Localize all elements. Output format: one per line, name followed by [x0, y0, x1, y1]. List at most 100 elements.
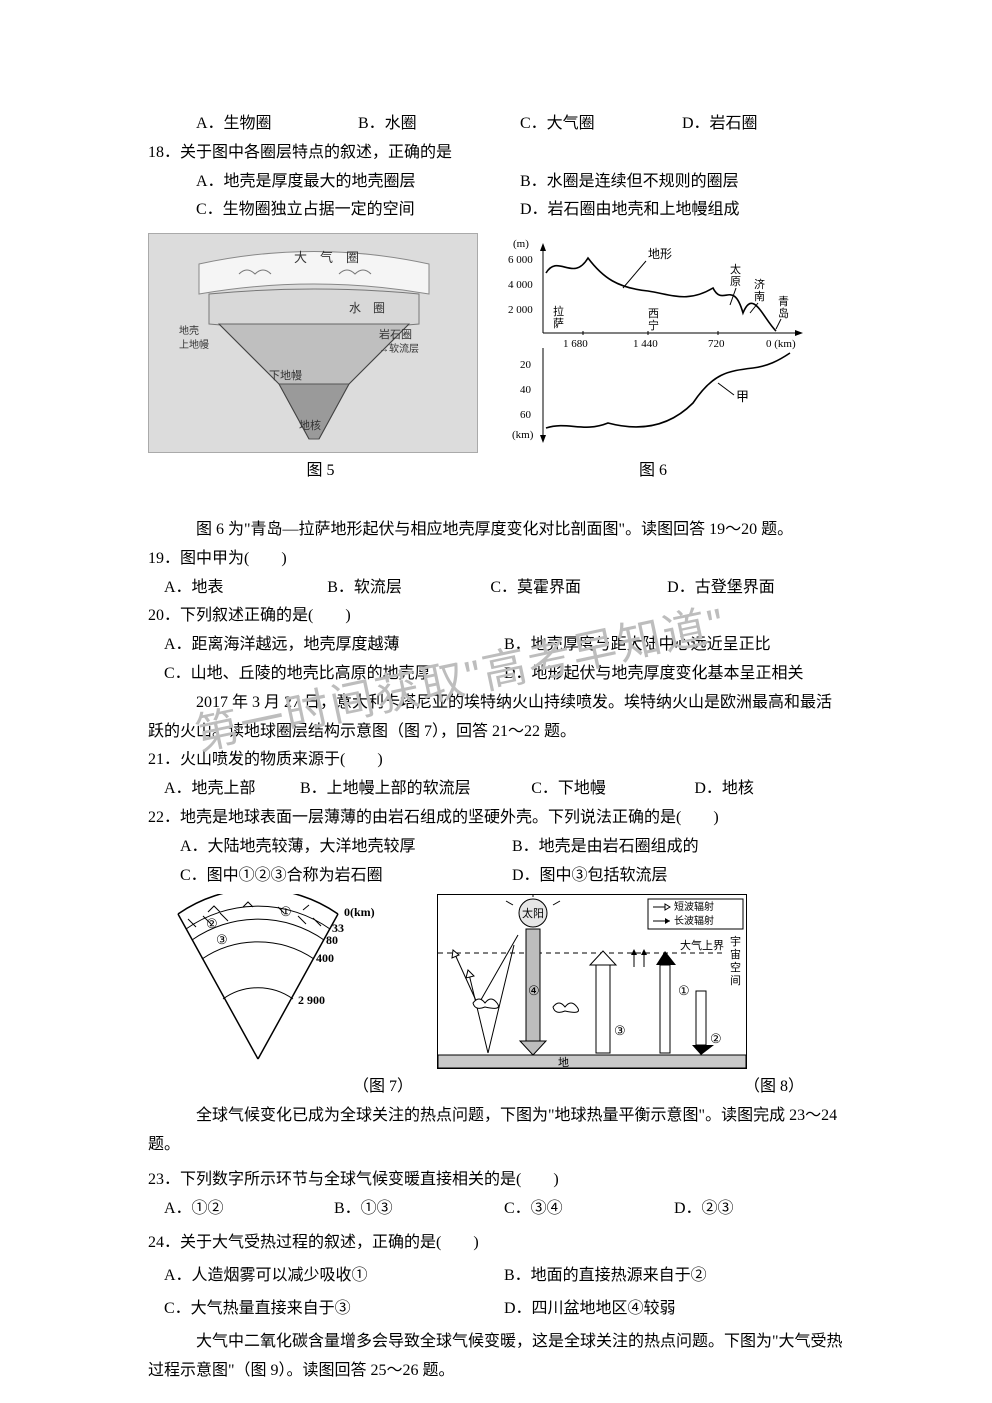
svg-text:宁: 宁: [648, 318, 659, 332]
fig8-caption: （图 8）: [433, 1073, 844, 1102]
fig5-svg: 大 气 圈 水 圈 岩石圈 →软流层 地壳 上地幔 下地幔 地核: [149, 234, 478, 453]
q22-a: A．大陆地壳较薄，大洋地壳较厚: [180, 833, 512, 862]
svg-text:大 气 圈: 大 气 圈: [294, 250, 359, 265]
q19-stem: 19．图中甲为( ): [148, 545, 844, 574]
q21-c: C．下地幔: [531, 775, 694, 804]
svg-text:岛: 岛: [778, 306, 789, 320]
svg-text:青: 青: [778, 295, 789, 308]
fig6-yt1: 4 000: [508, 279, 533, 291]
fig7-m2: ②: [206, 916, 218, 931]
svg-text:南: 南: [754, 290, 765, 303]
opt-c: C．大气圈: [520, 110, 682, 139]
svg-text:萨: 萨: [553, 317, 564, 330]
fig6-yt0: 6 000: [508, 254, 533, 266]
svg-text:济: 济: [754, 277, 765, 291]
intro-25-26: 大气中二氧化碳含量增多会导致全球气候变暖，这是全球关注的热点问题。下图为"大气受…: [148, 1328, 844, 1386]
q20-d: D．地形起伏与地壳厚度变化基本呈正相关: [504, 660, 844, 689]
figure-6-chart: (m) 6 000 4 000 2 000 地形 拉萨 西宁 太原 济南 青岛 …: [498, 233, 818, 453]
svg-text:→软流层: →软流层: [379, 342, 419, 355]
q22-b: B．地壳是由岩石圈组成的: [512, 833, 844, 862]
q23-d: D．②③: [674, 1195, 844, 1224]
q24-r1: A．人造烟雾可以减少吸收① B．地面的直接热源来自于②: [164, 1262, 844, 1291]
q24-d: D．四川盆地地区④较弱: [504, 1295, 844, 1324]
fig6-yt2: 2 000: [508, 304, 533, 316]
q23-b: B．①③: [334, 1195, 504, 1224]
fig6-xt1: 1 440: [633, 338, 658, 350]
fig7-d3: 400: [316, 951, 334, 965]
fig6-yunit: (m): [513, 238, 529, 250]
svg-text:宇: 宇: [730, 935, 741, 948]
figure-8-chart: 短波辐射 长波辐射 宇 宙 空 间 大气上界 地 太阳 ④: [437, 894, 747, 1069]
svg-text:太: 太: [730, 263, 741, 276]
q24-stem: 24．关于大气受热过程的叙述，正确的是( ): [148, 1229, 844, 1258]
opt-d: D．岩石圈: [682, 110, 844, 139]
q18-row2: C．生物圈独立占据一定的空间 D．岩石圈由地壳和上地幔组成: [196, 196, 844, 225]
svg-text:地壳: 地壳: [179, 324, 199, 337]
q20-c: C．山地、丘陵的地壳比高原的地壳厚: [164, 660, 504, 689]
q24-r2: C．大气热量直接来自于③ D．四川盆地地区④较弱: [164, 1295, 844, 1324]
fig6-xt0: 1 680: [563, 338, 588, 350]
svg-text:下地幔: 下地幔: [269, 369, 302, 382]
fig6-dixing: 地形: [648, 247, 672, 261]
q19-b: B．软流层: [327, 574, 490, 603]
intro-23-24: 全球气候变化已成为全球关注的热点问题，下图为"地球热量平衡示意图"。读图完成 2…: [148, 1102, 844, 1160]
svg-text:拉: 拉: [553, 304, 564, 318]
fig8-leg-long: 长波辐射: [674, 914, 714, 927]
q21-b: B．上地幔上部的软流层: [300, 775, 531, 804]
fig6-yb0: 20: [520, 359, 532, 371]
q20-r1: A．距离海洋越远，地壳厚度越薄 B．地壳厚度与距大陆中心远近呈正比: [164, 631, 844, 660]
q24-a: A．人造烟雾可以减少吸收①: [164, 1262, 504, 1291]
fig6-caption: 图 6: [493, 457, 813, 486]
svg-text:原: 原: [730, 276, 741, 288]
svg-text:岩石圈: 岩石圈: [379, 327, 412, 341]
q19-a: A．地表: [164, 574, 327, 603]
q21-stem: 21．火山喷发的物质来源于( ): [148, 746, 844, 775]
q21-a: A．地壳上部: [164, 775, 300, 804]
fig8-ground: 地: [558, 1056, 569, 1068]
q18-b: B．水圈是连续但不规则的圈层: [520, 168, 844, 197]
q18-d: D．岩石圈由地壳和上地幔组成: [520, 196, 844, 225]
fig7-d4: 2 900: [298, 993, 325, 1007]
q20-stem: 20．下列叙述正确的是( ): [148, 602, 844, 631]
figures-5-6-row: 大 气 圈 水 圈 岩石圈 →软流层 地壳 上地幔 下地幔 地核 (m) 6 0…: [148, 233, 844, 453]
svg-text:水 圈: 水 圈: [349, 301, 385, 315]
q20-r2: C．山地、丘陵的地壳比高原的地壳厚 D．地形起伏与地壳厚度变化基本呈正相关: [164, 660, 844, 689]
fig6-xt3: 0 (km): [766, 338, 796, 350]
prev-options-row: A．生物圈 B．水圈 C．大气圈 D．岩石圈: [196, 110, 844, 139]
figures-7-8-row: ① ② ③ 0(km) 33 80 400 2 900 短波辐射 长波辐射 宇 …: [148, 894, 844, 1069]
q22-stem: 22．地壳是地球表面一层薄薄的由岩石组成的坚硬外壳。下列说法正确的是( ): [148, 804, 844, 833]
fig8-m1: ①: [678, 983, 690, 998]
fig56-captions: 图 5 图 6: [148, 457, 844, 486]
fig6-jia: 甲: [736, 389, 749, 404]
q22-c: C．图中①②③合称为岩石圈: [180, 862, 512, 891]
q23-stem: 23．下列数字所示环节与全球气候变暖直接相关的是( ): [148, 1166, 844, 1195]
fig7-m3: ③: [216, 932, 228, 947]
fig7-m1: ①: [280, 904, 292, 919]
fig6-xt2: 720: [708, 338, 725, 350]
q21-d: D．地核: [694, 775, 844, 804]
q23-c: C．③④: [504, 1195, 674, 1224]
fig8-m4: ④: [528, 983, 540, 998]
svg-text:宙: 宙: [730, 947, 741, 961]
q19-c: C．莫霍界面: [490, 574, 667, 603]
figure-7-chart: ① ② ③ 0(km) 33 80 400 2 900: [148, 894, 408, 1069]
q18-row1: A．地壳是厚度最大的地壳圈层 B．水圈是连续但不规则的圈层: [196, 168, 844, 197]
svg-text:间: 间: [730, 974, 741, 987]
q22-r1: A．大陆地壳较薄，大洋地壳较厚 B．地壳是由岩石圈组成的: [180, 833, 844, 862]
q22-r2: C．图中①②③合称为岩石圈 D．图中③包括软流层: [180, 862, 844, 891]
q20-a: A．距离海洋越远，地壳厚度越薄: [164, 631, 504, 660]
fig6-yb1: 40: [520, 384, 532, 396]
svg-text:西: 西: [648, 308, 659, 320]
fig6-yb3: (km): [512, 429, 534, 441]
q18-c: C．生物圈独立占据一定的空间: [196, 196, 520, 225]
opt-b: B．水圈: [358, 110, 520, 139]
opt-a: A．生物圈: [196, 110, 358, 139]
fig8-m3: ③: [614, 1023, 626, 1038]
svg-text:地核: 地核: [299, 418, 321, 432]
fig8-leg-short: 短波辐射: [674, 900, 714, 913]
fig8-sun: 太阳: [522, 907, 544, 920]
fig6-svg: (m) 6 000 4 000 2 000 地形 拉萨 西宁 太原 济南 青岛 …: [498, 233, 818, 453]
q18-stem: 18．关于图中各圈层特点的叙述，正确的是: [148, 139, 844, 168]
fig5-caption: 图 5: [148, 457, 493, 486]
q19-d: D．古登堡界面: [667, 574, 844, 603]
